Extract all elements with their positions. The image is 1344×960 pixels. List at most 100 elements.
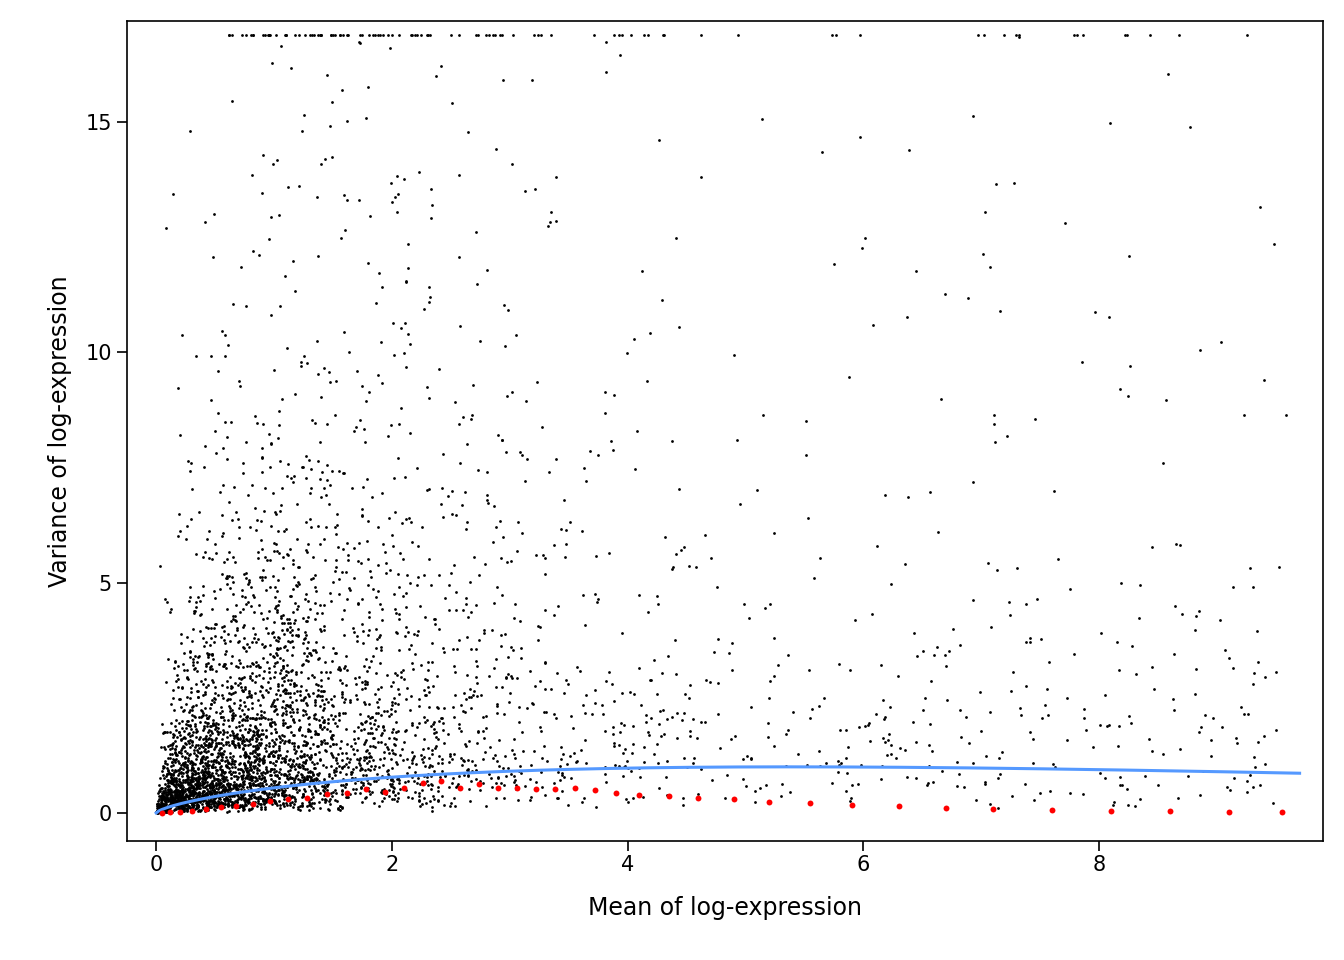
Point: [188, 803, 210, 818]
Point: [880, 746, 902, 761]
Point: [1107, 738, 1129, 754]
Point: [297, 640, 319, 656]
Point: [753, 407, 774, 422]
Point: [1089, 717, 1110, 732]
Point: [1039, 654, 1060, 669]
Point: [243, 500, 265, 516]
Point: [487, 698, 508, 713]
Point: [583, 27, 605, 42]
Point: [294, 762, 316, 778]
Point: [190, 770, 211, 785]
Point: [386, 624, 407, 639]
Point: [169, 792, 191, 807]
Point: [286, 664, 308, 680]
Point: [267, 524, 289, 540]
Point: [152, 800, 173, 815]
Point: [202, 646, 223, 661]
Point: [448, 250, 469, 265]
Point: [1035, 697, 1056, 712]
Point: [171, 760, 192, 776]
Point: [171, 781, 192, 797]
Point: [984, 434, 1005, 449]
Point: [176, 789, 198, 804]
Point: [763, 631, 785, 646]
Point: [160, 796, 181, 811]
Point: [530, 723, 551, 738]
Point: [598, 545, 620, 561]
Point: [603, 738, 625, 754]
Point: [286, 578, 308, 593]
Point: [422, 803, 444, 818]
Point: [695, 714, 716, 730]
Point: [441, 506, 462, 521]
Point: [145, 804, 167, 820]
Point: [396, 260, 418, 276]
Point: [313, 481, 335, 496]
Point: [439, 795, 461, 810]
Point: [353, 790, 375, 805]
Point: [277, 658, 298, 673]
Point: [591, 697, 613, 712]
Point: [198, 739, 219, 755]
Point: [872, 693, 894, 708]
Point: [466, 688, 488, 704]
Point: [214, 791, 235, 806]
Point: [203, 741, 224, 756]
Point: [413, 709, 434, 725]
Point: [284, 468, 305, 484]
Point: [570, 742, 591, 757]
Point: [485, 519, 507, 535]
Point: [399, 425, 421, 441]
Point: [266, 754, 288, 769]
Point: [383, 780, 405, 795]
Point: [935, 800, 957, 815]
Point: [172, 781, 194, 797]
Point: [857, 718, 879, 733]
Point: [352, 682, 374, 697]
Point: [1165, 537, 1187, 552]
Point: [324, 708, 345, 724]
Point: [337, 790, 359, 805]
Point: [454, 738, 476, 754]
Point: [255, 794, 277, 809]
Point: [652, 665, 673, 681]
Point: [1074, 701, 1095, 716]
Point: [554, 492, 575, 508]
Point: [301, 667, 323, 683]
Point: [1005, 560, 1027, 575]
Point: [164, 741, 185, 756]
Point: [168, 765, 190, 780]
Point: [185, 798, 207, 813]
Point: [314, 151, 336, 166]
Point: [735, 779, 757, 794]
Point: [277, 180, 298, 195]
Point: [433, 446, 454, 462]
Point: [1165, 598, 1187, 613]
Point: [219, 568, 241, 584]
Point: [351, 795, 372, 810]
Point: [605, 757, 626, 773]
Point: [199, 785, 220, 801]
Point: [192, 792, 214, 807]
Point: [271, 712, 293, 728]
Point: [417, 379, 438, 395]
Point: [370, 707, 391, 722]
Point: [333, 772, 355, 787]
Point: [259, 27, 281, 42]
Point: [310, 672, 332, 687]
Point: [149, 802, 171, 817]
Point: [288, 777, 309, 792]
Point: [378, 782, 399, 798]
Point: [171, 795, 192, 810]
Point: [304, 416, 325, 431]
Point: [364, 739, 386, 755]
Point: [233, 783, 254, 799]
Point: [184, 793, 206, 808]
Point: [185, 546, 207, 562]
Point: [196, 787, 218, 803]
Point: [181, 772, 203, 787]
Point: [511, 651, 532, 666]
Point: [216, 790, 238, 805]
Point: [417, 27, 438, 42]
Point: [281, 694, 302, 709]
